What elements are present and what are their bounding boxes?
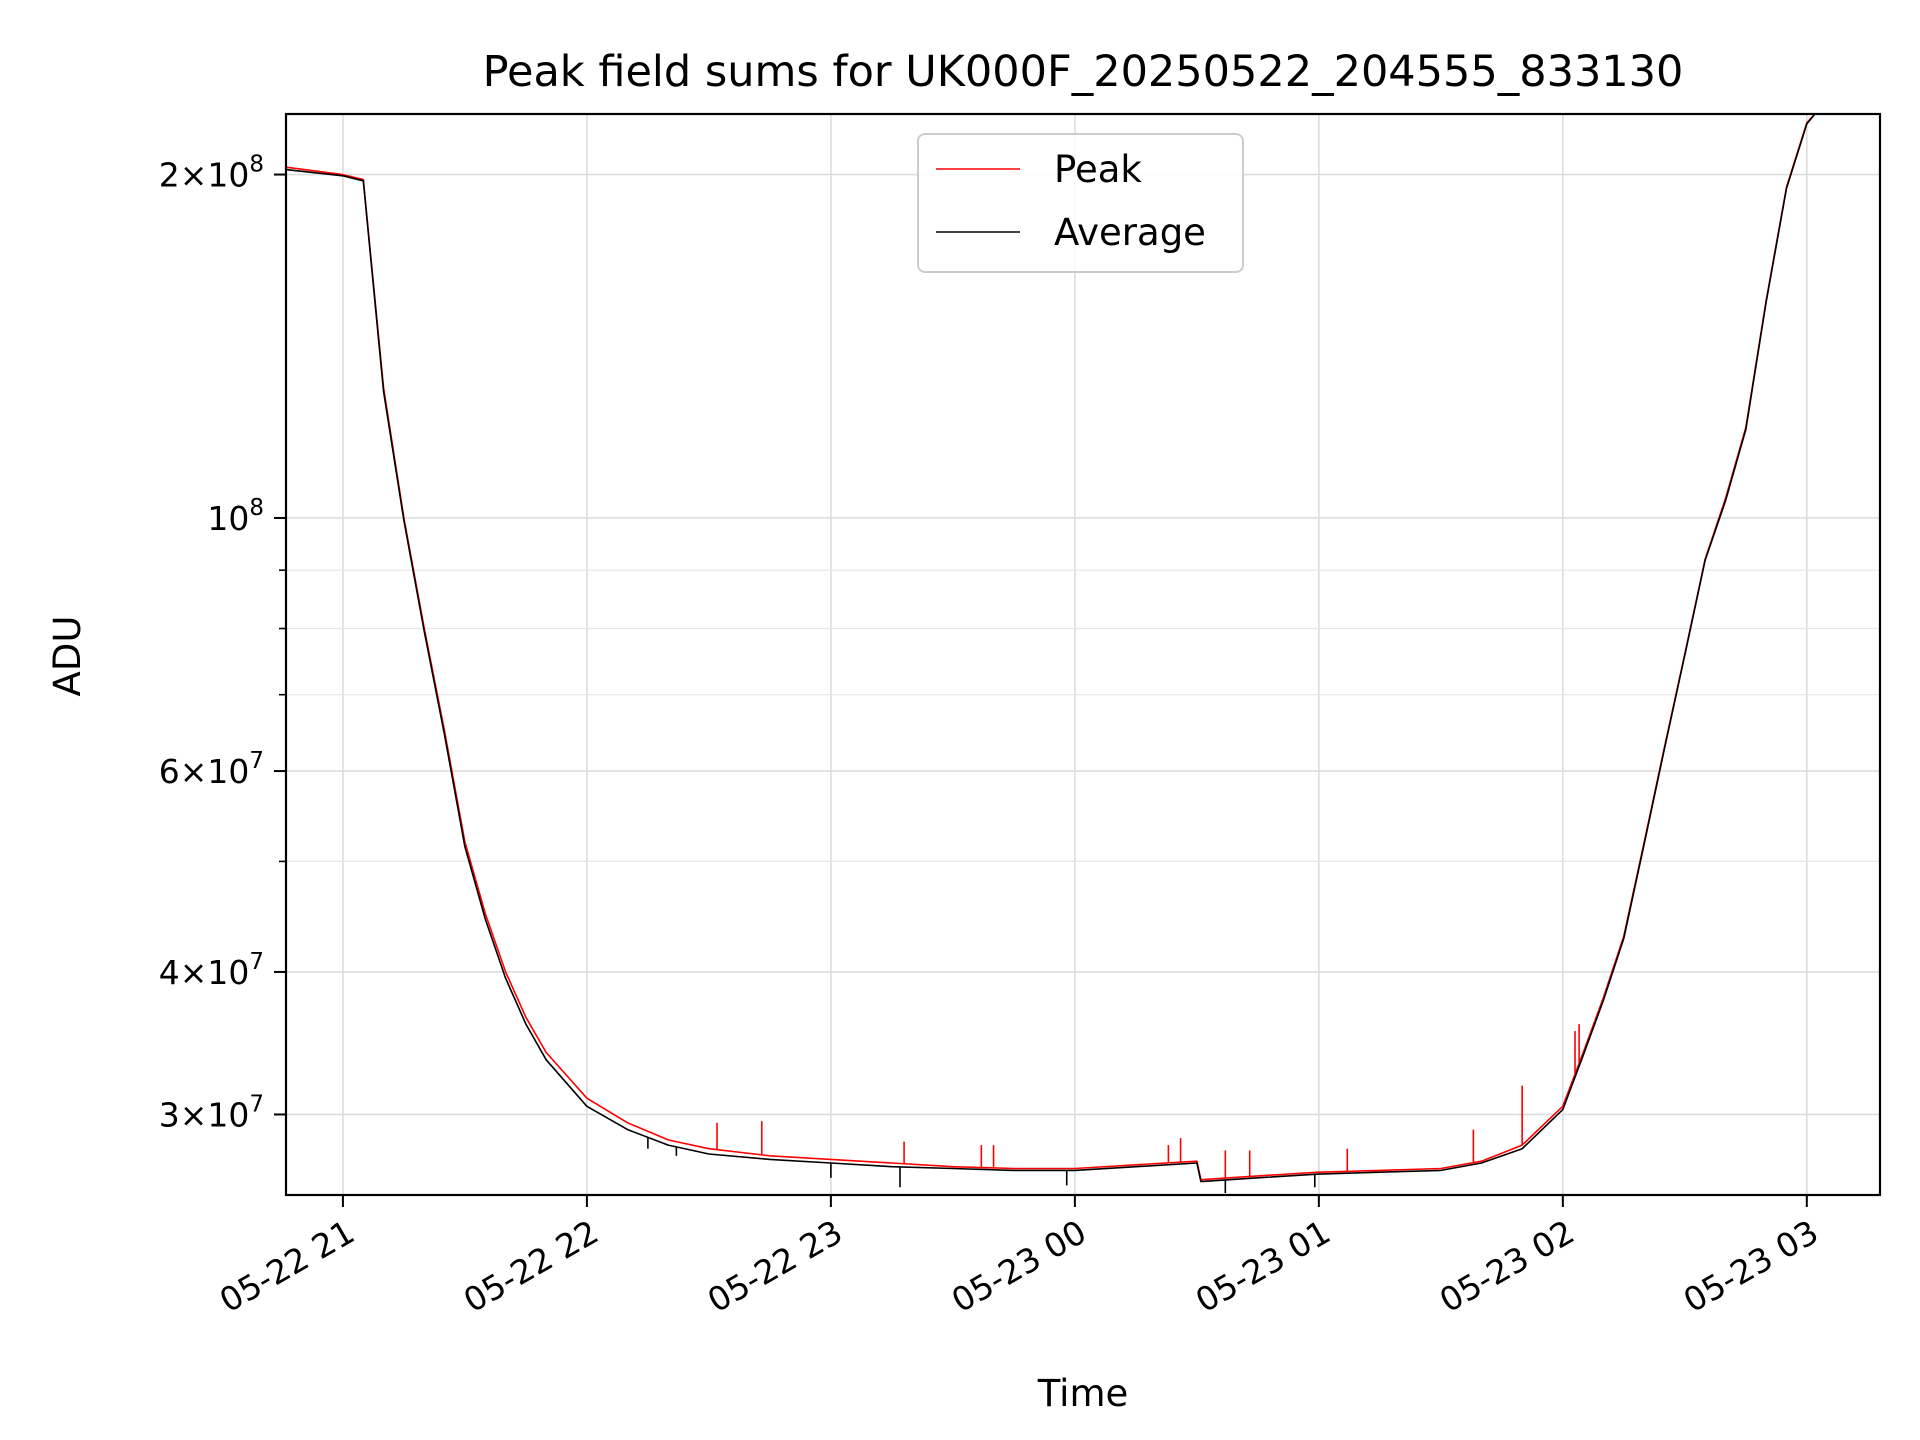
y-axis-label: ADU [46, 616, 89, 697]
y-tick-label: 2×108 [159, 152, 264, 195]
series-line-average [285, 113, 1880, 1183]
y-tick-label: 6×107 [159, 748, 264, 791]
legend-label-average: Average [1054, 211, 1206, 254]
legend-label-peak: Peak [1054, 148, 1142, 191]
x-axis-label: Time [1037, 1372, 1129, 1415]
legend: Peak Average [917, 133, 1244, 273]
chart-title: Peak field sums for UK000F_20250522_2045… [483, 47, 1684, 97]
series-layer [285, 113, 1880, 1194]
plot-area [286, 114, 1880, 1195]
grid [286, 114, 1880, 1195]
y-tick-label: 4×107 [159, 949, 264, 992]
y-tick-label: 108 [207, 495, 264, 538]
y-tick-label: 3×107 [159, 1091, 264, 1134]
plot-frame [284, 112, 1882, 1197]
